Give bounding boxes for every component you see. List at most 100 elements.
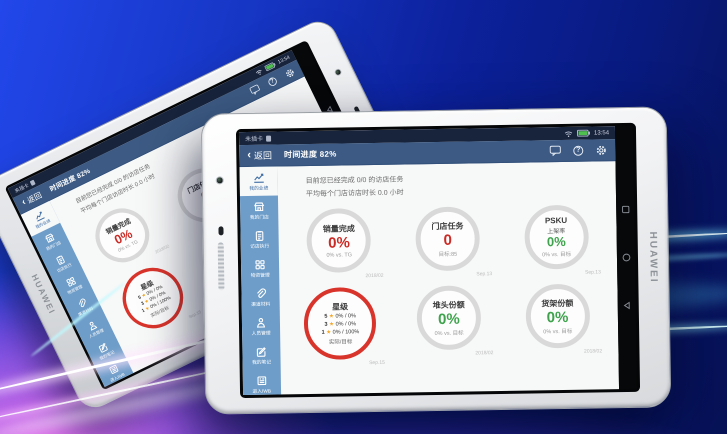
metric-sub: 0% vs. 目标 [434, 330, 464, 337]
help-icon[interactable]: ? [266, 75, 279, 87]
metric-sub: 目标:85 [438, 251, 458, 258]
metric-value: 0% [546, 233, 566, 250]
person-icon [89, 321, 98, 331]
recents-button[interactable] [620, 204, 631, 215]
chat-icon[interactable] [249, 83, 262, 96]
metric-value: 0% [437, 310, 460, 328]
star-count: 3 [324, 321, 328, 328]
sim-icon [29, 179, 36, 186]
pencil-icon [98, 342, 108, 353]
sidebar-item-visit-execution[interactable]: 访店执行 [42, 245, 81, 281]
tablet-front: 未插卡 13:54 ‹ 返回 时间进度 82% ? [200, 106, 672, 415]
metric-psku-listing-rate[interactable]: PSKU 上架率 0% 0% vs. 目标 Sep.13 [512, 204, 601, 276]
sidebar-item-label: 渠道材料 [251, 301, 271, 308]
star-value: 0% / 100% [332, 329, 360, 336]
chat-icon[interactable] [549, 145, 561, 157]
metric-ring: PSKU 上架率 0% 0% vs. 目标 [523, 204, 589, 270]
metric-ring-red: 星级 5 ★ 0% / 0% 3 ★ 0% / 0% 1 ★ 0% / 100%… [303, 286, 377, 361]
camera-icon [333, 67, 343, 77]
metric-title: 门店任务 [431, 221, 464, 231]
metric-star-rating[interactable]: 星级 5 ★ 0% / 0% 3 ★ 0% / 0% 1 ★ 0% / 100%… [296, 286, 385, 367]
metric-title: 堆头份额 [432, 300, 465, 310]
sidebar-item-enter-iwb[interactable]: 进入IWB [95, 354, 134, 387]
metric-value: 0 [443, 231, 452, 249]
nav-bar: ‹ 返回 时间进度 82% ? [239, 139, 616, 168]
metric-title: 销量完成 [322, 223, 355, 234]
metric-ring: 门店任务 0 目标:85 [415, 206, 481, 272]
sidebar-item-enter-iwb[interactable]: 进入IWB [243, 369, 281, 395]
sidebar-item-label: 我的业绩 [249, 185, 269, 192]
wifi-icon [564, 130, 573, 137]
metric-display-share[interactable]: 堆头份额 0% 0% vs. 目标 2018/02 [404, 285, 493, 365]
speaker-grille [217, 242, 225, 291]
chart-icon [254, 173, 264, 183]
sim-icon [266, 135, 272, 142]
sidebar-item-my-performance[interactable]: 我的业绩 [20, 200, 61, 237]
battery-icon [264, 62, 276, 72]
metric-date: 2018/02 [583, 348, 603, 355]
home-button[interactable] [620, 252, 631, 263]
sidebar-item-channel-materials[interactable]: 渠道材料 [63, 288, 102, 324]
star-value: 0% / 0% [335, 321, 357, 328]
star-count: 1 [321, 329, 325, 336]
metric-sub: 0% vs. TG [326, 251, 353, 259]
metric-date: Sep.15 [369, 359, 385, 367]
metric-date: Sep.13 [476, 271, 493, 278]
metric-date: 2018/02 [365, 272, 384, 280]
page-title: 时间进度 82% [283, 149, 337, 160]
sidebar-item-visit-execution[interactable]: 访店执行 [240, 224, 278, 254]
app-screen: 未插卡 13:54 ‹ 返回 时间进度 82% ? [7, 49, 389, 387]
sidebar-item-people-management[interactable]: 人员管理 [242, 311, 280, 341]
metrics-grid: 销量完成 0% 0% vs. TG 2018/02 门店任务 0 目标:85 S… [284, 204, 612, 367]
store-icon [254, 201, 265, 211]
metric-title: PSKU [544, 215, 568, 226]
back-button[interactable]: ‹ 返回 [247, 149, 272, 162]
back-nav-button[interactable] [621, 300, 632, 311]
sidebar-item-my-performance[interactable]: 我的业绩 [239, 166, 278, 197]
metric-store-tasks[interactable]: 门店任务 0 目标:85 Sep.13 [403, 206, 492, 278]
sidebar-item-my-notes[interactable]: 我的笔记 [242, 340, 280, 370]
metric-ring: 堆头份额 0% 0% vs. 目标 [416, 285, 482, 351]
doc-icon [109, 364, 119, 374]
store-icon [45, 233, 55, 243]
pencil-icon [256, 346, 266, 357]
sidebar: 我的业绩 我的门店 访店执行 物资管理 渠道材料 [239, 166, 282, 396]
sidebar-item-label: 进入IWB [252, 388, 272, 395]
sidebar-item-materials-management[interactable]: 物资管理 [53, 267, 92, 303]
star-count: 5 [324, 313, 328, 320]
status-bar: 未插卡 13:54 [7, 49, 297, 199]
sidebar-item-materials-management[interactable]: 物资管理 [241, 253, 279, 283]
doc-icon [257, 375, 267, 385]
sidebar: 我的业绩 我的门店 访店执行 物资管理 渠道材料 [20, 200, 134, 387]
no-sim-label: 未插卡 [245, 136, 264, 143]
chart-icon [36, 210, 45, 222]
chevron-left-icon: ‹ [20, 196, 28, 208]
battery-icon [576, 129, 591, 137]
help-icon[interactable]: ? [573, 145, 584, 156]
tablet-screen: 未插卡 13:54 ‹ 返回 时间进度 82% ? [235, 122, 641, 399]
nav-bar: ‹ 返回 时间进度 82% ? [12, 59, 305, 215]
sidebar-item-my-stores[interactable]: 我的门店 [31, 223, 70, 259]
app-screen: 未插卡 13:54 ‹ 返回 时间进度 82% ? [238, 126, 619, 396]
sidebar-item-label: 我的门店 [249, 214, 269, 221]
metric-date: Sep.13 [584, 269, 601, 276]
sidebar-item-people-management[interactable]: 人员管理 [74, 310, 113, 346]
metric-shelf-share[interactable]: 货架份额 0% 0% vs. 目标 2018/02 [513, 283, 602, 363]
star-icon: ★ [329, 321, 335, 328]
metric-sales-completion[interactable]: 销量完成 0% 0% vs. TG 2018/02 [295, 208, 384, 280]
sidebar-item-my-stores[interactable]: 我的门店 [240, 195, 278, 225]
tablet-camera-strip [202, 114, 241, 413]
sidebar-item-label: 我的笔记 [252, 359, 272, 366]
settings-icon[interactable] [283, 66, 296, 79]
chevron-left-icon: ‹ [247, 148, 252, 161]
star-footer: 实际/目标 [328, 339, 353, 346]
settings-icon[interactable] [595, 144, 607, 156]
sidebar-item-my-notes[interactable]: 我的笔记 [85, 332, 124, 368]
star-icon: ★ [326, 329, 332, 336]
wifi-icon [255, 69, 262, 75]
camera-icon [215, 176, 224, 185]
back-label: 返回 [25, 190, 44, 205]
grid-icon [66, 276, 76, 287]
sidebar-item-label: 物资管理 [250, 272, 270, 279]
sidebar-item-channel-materials[interactable]: 渠道材料 [241, 282, 279, 312]
